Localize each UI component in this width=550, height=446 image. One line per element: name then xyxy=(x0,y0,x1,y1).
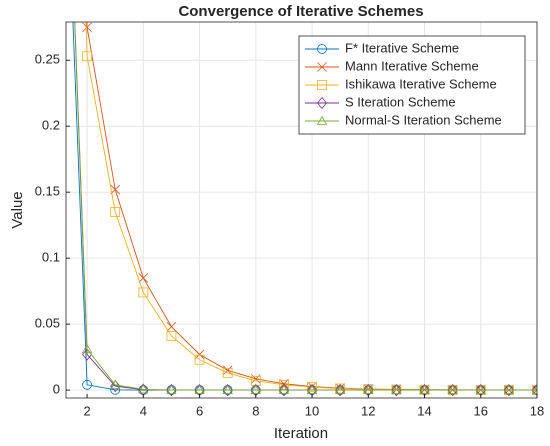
marker xyxy=(110,207,121,217)
marker xyxy=(475,384,486,394)
marker xyxy=(82,22,92,33)
x-tick-label: 16 xyxy=(474,403,488,418)
marker xyxy=(251,374,261,384)
y-tick-label: 0.1 xyxy=(42,250,60,265)
marker xyxy=(447,384,458,394)
marker xyxy=(317,62,327,72)
marker xyxy=(166,384,177,394)
marker xyxy=(110,384,121,395)
marker xyxy=(279,379,289,390)
marker xyxy=(316,115,328,125)
legend-label: S Iteration Scheme xyxy=(345,94,456,109)
marker xyxy=(531,383,537,397)
x-tick-label: 6 xyxy=(196,403,203,418)
y-tick-label: 0 xyxy=(53,382,60,397)
marker xyxy=(82,379,92,390)
marker xyxy=(194,384,205,394)
legend-label: F* Iterative Scheme xyxy=(345,40,459,55)
axes-box xyxy=(65,21,538,399)
marker xyxy=(82,51,92,62)
marker xyxy=(307,381,317,392)
series-line xyxy=(74,22,537,391)
marker xyxy=(306,384,318,394)
marker xyxy=(279,378,289,389)
marker xyxy=(317,80,327,90)
marker xyxy=(222,368,233,378)
marker xyxy=(110,184,120,195)
x-tick-label: 2 xyxy=(83,403,90,418)
marker xyxy=(138,287,149,298)
marker xyxy=(81,343,93,354)
marker xyxy=(531,384,537,394)
marker xyxy=(222,383,233,397)
marker xyxy=(334,384,346,394)
marker xyxy=(222,365,233,376)
y-axis-label: Value xyxy=(9,191,26,228)
y-tick-label: 0.25 xyxy=(35,52,60,67)
legend-label: Ishikawa Iterative Scheme xyxy=(345,76,497,91)
x-tick-label: 18 xyxy=(530,403,544,418)
marker xyxy=(166,383,177,397)
marker xyxy=(391,383,402,397)
marker xyxy=(335,383,346,397)
legend: F* Iterative Scheme Mann Iterative Scheme… xyxy=(298,35,526,135)
chart-title: Convergence of Iterative Schemes xyxy=(178,3,423,20)
x-tick-label: 12 xyxy=(361,403,375,418)
marker xyxy=(110,379,121,393)
x-tick-label: 8 xyxy=(252,403,259,418)
marker xyxy=(307,382,317,393)
marker xyxy=(419,384,430,394)
marker xyxy=(363,384,374,394)
x-axis-label: Iteration xyxy=(274,425,328,442)
marker xyxy=(166,331,177,341)
x-tick-label: 14 xyxy=(417,403,431,418)
legend-label: Normal-S Iteration Scheme xyxy=(345,112,502,127)
marker xyxy=(317,44,327,54)
marker xyxy=(503,384,515,394)
marker xyxy=(250,384,261,394)
marker xyxy=(138,384,149,394)
x-tick-label: 10 xyxy=(305,403,319,418)
marker xyxy=(447,383,458,397)
marker xyxy=(278,383,289,397)
marker xyxy=(222,384,233,394)
marker xyxy=(138,273,149,283)
marker xyxy=(391,384,402,394)
marker xyxy=(194,354,205,365)
marker xyxy=(110,379,121,389)
legend-label: Mann Iterative Scheme xyxy=(345,58,479,73)
y-tick-label: 0.2 xyxy=(42,118,60,133)
marker xyxy=(166,321,177,332)
x-tick-label: 4 xyxy=(140,403,147,418)
y-tick-label: 0.15 xyxy=(35,184,60,199)
marker xyxy=(278,384,290,394)
y-tick-label: 0.05 xyxy=(35,316,60,331)
marker xyxy=(316,96,328,110)
marker xyxy=(532,385,537,395)
marker xyxy=(503,383,514,397)
